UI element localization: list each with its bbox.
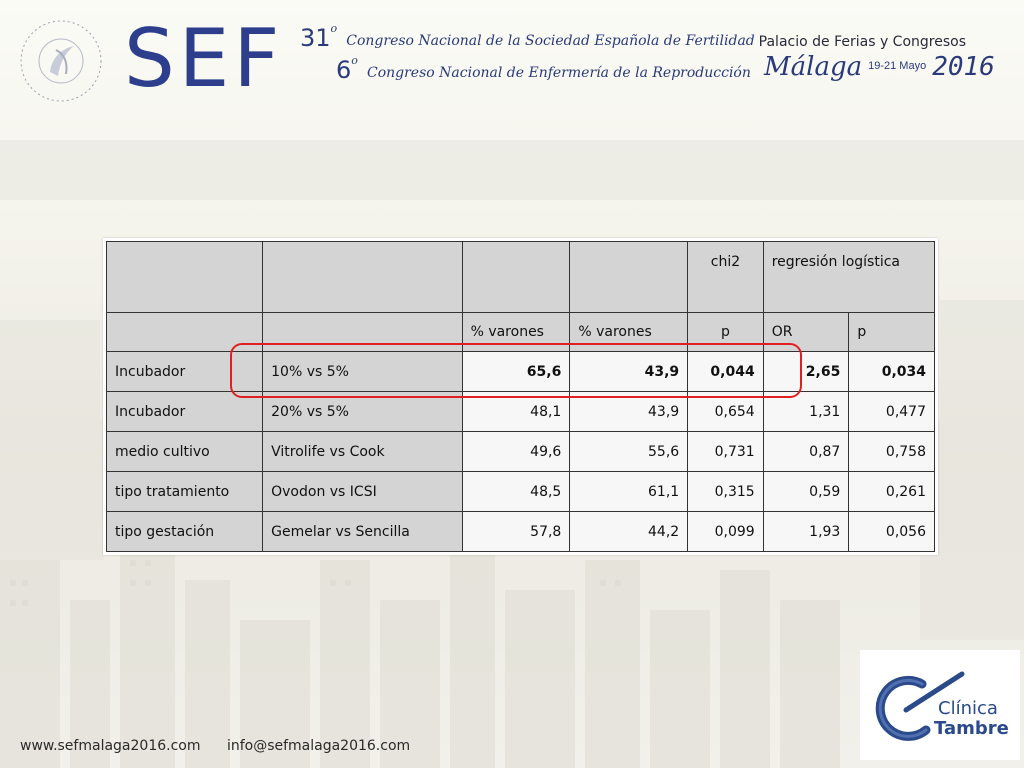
event-dates: 19-21 Mayo	[868, 60, 927, 72]
row-comparison: Ovodon vs ICSI	[262, 471, 463, 512]
row-pct-a: 48,5	[461, 471, 571, 512]
row-reg-p: 0,758	[848, 431, 935, 472]
row-chi-p: 0,315	[687, 471, 764, 512]
table-row: Incubador 20% vs 5% 48,1 43,9 0,654 1,31…	[105, 391, 935, 432]
row-pct-b: 61,1	[569, 471, 689, 512]
email-link[interactable]: info@sefmalaga2016.com	[226, 738, 411, 754]
header-cell-empty	[105, 312, 264, 352]
event-year: 2016	[932, 52, 995, 82]
header-cell-empty	[262, 312, 463, 352]
header-chi-p: p	[687, 312, 764, 352]
row-factor: medio cultivo	[105, 431, 264, 472]
venue-text: Palacio de Ferias y Congresos	[758, 34, 966, 50]
society-seal-logo	[16, 16, 106, 106]
row-or: 0,87	[762, 431, 850, 472]
header-cell-empty	[105, 241, 264, 313]
clinica-tambre-logo: Clínica Tambre	[860, 650, 1020, 760]
header-or: OR	[762, 312, 850, 352]
header-chi2: chi2	[687, 241, 764, 313]
header-cell-empty	[569, 241, 689, 313]
city-name: Málaga	[764, 52, 863, 82]
seal-icon	[20, 20, 102, 102]
footer-contact: www.sefmalaga2016.com info@sefmalaga2016…	[20, 738, 432, 754]
row-comparison: 20% vs 5%	[262, 391, 463, 432]
sponsor-line-1: Clínica	[938, 698, 998, 719]
row-pct-a: 57,8	[461, 511, 571, 552]
tambre-c-icon	[875, 671, 965, 741]
congress-1-ordinal: o	[330, 22, 338, 35]
row-comparison: Gemelar vs Sencilla	[262, 511, 463, 552]
row-factor: Incubador	[105, 391, 264, 432]
row-reg-p: 0,261	[848, 471, 935, 512]
table-row: medio cultivo Vitrolife vs Cook 49,6 55,…	[105, 431, 935, 472]
row-reg-p: 0,056	[848, 511, 935, 552]
table-header-row-1: chi2 regresión logística	[105, 241, 936, 313]
header-reg-p: p	[848, 312, 935, 352]
header-pct-varones-b: % varones	[569, 312, 689, 352]
row-pct-a: 48,1	[461, 391, 571, 432]
header-cell-empty	[461, 241, 571, 313]
row-reg-p: 0,034	[848, 351, 935, 392]
results-table-container: chi2 regresión logística % varones % var…	[103, 238, 938, 555]
congress-2-ordinal: o	[351, 54, 358, 67]
table-row: tipo tratamiento Ovodon vs ICSI 48,5 61,…	[105, 471, 935, 512]
header-pct-varones-a: % varones	[461, 312, 571, 352]
row-pct-b: 43,9	[569, 391, 689, 432]
row-comparison: Vitrolife vs Cook	[262, 431, 463, 472]
location-dates: Málaga 19-21 Mayo 2016	[764, 52, 995, 82]
row-or: 1,31	[762, 391, 850, 432]
congress-header: SEF 31o Congreso Nacional de la Sociedad…	[0, 0, 1024, 112]
website-link[interactable]: www.sefmalaga2016.com	[20, 738, 201, 754]
row-pct-a: 65,6	[461, 351, 571, 392]
row-comparison: 10% vs 5%	[262, 351, 463, 392]
header-regression: regresión logística	[762, 241, 936, 313]
row-reg-p: 0,477	[848, 391, 935, 432]
row-pct-a: 49,6	[461, 431, 571, 472]
row-chi-p: 0,099	[687, 511, 764, 552]
row-chi-p: 0,654	[687, 391, 764, 432]
congress-2-number: 6	[336, 56, 352, 84]
row-or: 1,93	[762, 511, 850, 552]
sef-logo: SEF	[124, 12, 284, 105]
row-chi-p: 0,731	[687, 431, 764, 472]
congress-1-number: 31	[300, 24, 331, 52]
table-row: Incubador 10% vs 5% 65,6 43,9 0,044 2,65…	[105, 351, 935, 392]
table-row: tipo gestación Gemelar vs Sencilla 57,8 …	[105, 511, 935, 552]
congress-1-text: Congreso Nacional de la Sociedad Español…	[346, 33, 755, 49]
congress-2-text: Congreso Nacional de Enfermería de la Re…	[367, 65, 751, 81]
row-or: 0,59	[762, 471, 850, 512]
header-cell-empty	[262, 241, 463, 313]
row-pct-b: 55,6	[569, 431, 689, 472]
congress-line-2: 6o Congreso Nacional de Enfermería de la…	[336, 54, 760, 88]
row-factor: tipo tratamiento	[105, 471, 264, 512]
results-table: chi2 regresión logística % varones % var…	[105, 241, 936, 552]
table-header-row-2: % varones % varones p OR p	[105, 312, 935, 352]
row-pct-b: 43,9	[569, 351, 689, 392]
congress-line-1: 31o Congreso Nacional de la Sociedad Esp…	[300, 22, 760, 56]
row-chi-p: 0,044	[687, 351, 764, 392]
congress-title: 31o Congreso Nacional de la Sociedad Esp…	[300, 22, 760, 88]
row-or: 2,65	[762, 351, 850, 392]
row-factor: tipo gestación	[105, 511, 264, 552]
row-pct-b: 44,2	[569, 511, 689, 552]
row-factor: Incubador	[105, 351, 264, 392]
sponsor-line-2: Tambre	[934, 718, 1009, 739]
